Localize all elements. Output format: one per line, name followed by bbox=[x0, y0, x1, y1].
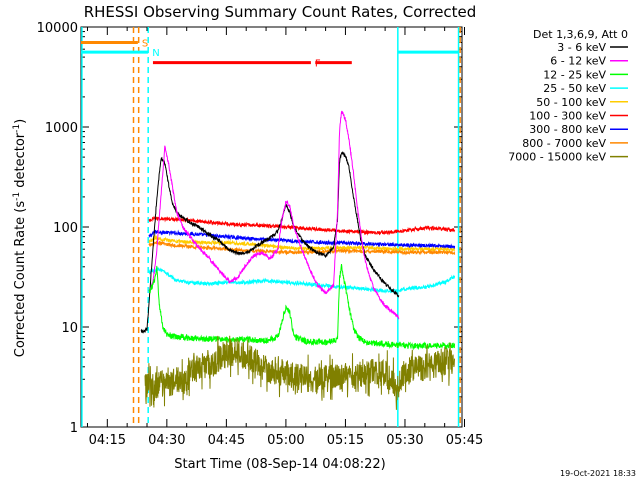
x-tick-label: 04:45 bbox=[208, 433, 245, 448]
legend-entry-label: 50 - 100 keV bbox=[536, 96, 606, 109]
series-line bbox=[144, 335, 455, 410]
y-tick-label: 10 bbox=[61, 321, 78, 336]
y-tick-label: 1000 bbox=[45, 121, 78, 136]
legend-entry-label: 800 - 7000 keV bbox=[522, 137, 606, 150]
y-axis-label-mid: detector bbox=[13, 132, 28, 192]
x-axis-label: Start Time (08-Sep-14 04:08:22) bbox=[174, 457, 385, 472]
y-axis-label-sup1: -1 bbox=[12, 192, 22, 201]
flag-label: S bbox=[142, 38, 148, 49]
plot-area: 1 10 100 1000 10000 04:15 04:30 04:45 05:00 05:15… bbox=[37, 21, 484, 448]
series-line bbox=[148, 215, 456, 236]
y-axis-label-sup2: -1 bbox=[12, 124, 22, 133]
series-line bbox=[140, 151, 400, 334]
chart-title: RHESSI Observing Summary Count Rates, Co… bbox=[84, 3, 477, 21]
series-line bbox=[148, 263, 456, 351]
y-tick-label: 100 bbox=[53, 221, 78, 236]
x-tick-label: 05:45 bbox=[446, 433, 483, 448]
x-tick-label: 05:15 bbox=[327, 433, 364, 448]
y-axis-label-end: ) bbox=[13, 119, 28, 124]
series-line bbox=[148, 267, 456, 294]
legend-entry-label: 25 - 50 keV bbox=[543, 82, 606, 95]
legend-entry-label: 12 - 25 keV bbox=[543, 68, 606, 81]
y-tick-label: 1 bbox=[70, 421, 78, 436]
x-tick-label: 05:30 bbox=[386, 433, 423, 448]
legend-entry-label: 7000 - 15000 keV bbox=[508, 151, 606, 164]
y-tick-label: 10000 bbox=[37, 21, 78, 36]
y-axis-label-main: Corrected Count Rate (s bbox=[13, 201, 28, 358]
x-tick-label: 04:30 bbox=[148, 433, 185, 448]
flag-label: N bbox=[152, 48, 159, 59]
x-tick-label: 05:00 bbox=[267, 433, 304, 448]
series-line bbox=[148, 110, 400, 320]
y-axis-label: Corrected Count Rate (s-1 detector-1) bbox=[12, 119, 28, 357]
series-line bbox=[148, 229, 456, 250]
legend-entry-label: 6 - 12 keV bbox=[550, 55, 606, 68]
series-layer bbox=[140, 110, 456, 410]
legend-entry-label: 3 - 6 keV bbox=[557, 41, 606, 54]
x-tick-label: 04:15 bbox=[89, 433, 126, 448]
legend-header: Det 1,3,6,9, Att 0 bbox=[533, 28, 628, 41]
legend-entry-label: 300 - 800 keV bbox=[529, 123, 606, 136]
footer-date: 19-Oct-2021 18:33 bbox=[560, 469, 636, 478]
legend-entry-label: 100 - 300 keV bbox=[529, 110, 606, 123]
